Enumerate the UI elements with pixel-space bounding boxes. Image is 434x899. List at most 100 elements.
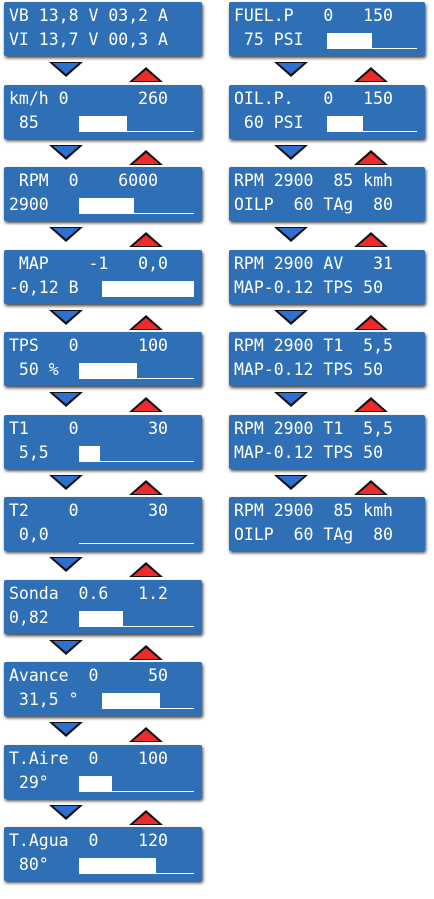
panel-line-2: MAP-0.12 TPS 50 — [234, 277, 384, 297]
level-bar-fill — [79, 775, 113, 791]
panel-line-1: T.Aire 0 100 — [9, 748, 168, 768]
scroll-down-icon[interactable] — [274, 392, 308, 407]
panel-line-2: MAP-0.12 TPS 50 — [234, 360, 384, 379]
panel-combo-1: RPM 2900 85 kmh OILP 60 TAg 80 — [229, 167, 425, 221]
panel-line-2: 60 PSI — [234, 112, 304, 132]
panel-line-1: RPM 2900 T1 5,5 — [234, 336, 393, 355]
panel-combo-3: RPM 2900 T1 5,5 MAP-0.12 TPS 50 — [229, 332, 425, 386]
panel-line-1: T.Agua 0 120 — [9, 831, 168, 850]
panel-line-2: 75 PSI — [234, 30, 304, 49]
level-bar-fill — [79, 198, 135, 213]
scroll-down-icon[interactable] — [49, 392, 83, 407]
panel-line-2: 29° — [9, 772, 49, 792]
panel-rpm: RPM 0 6000 2900 — [4, 167, 202, 221]
panel-line-2: 5,5 — [9, 442, 49, 462]
panel-t-agua: T.Agua 0 120 80° — [4, 827, 202, 881]
panel-t-aire: T.Aire 0 100 29° — [4, 744, 202, 799]
level-bar — [79, 610, 194, 627]
scroll-up-icon[interactable] — [354, 67, 388, 82]
scroll-up-icon[interactable] — [129, 149, 163, 165]
panel-line-2: 0,82 — [9, 607, 49, 627]
panel-combo-4: RPM 2900 T1 5,5 MAP-0.12 TPS 50 — [229, 414, 425, 469]
panel-line-1: FUEL.P 0 150 — [234, 6, 393, 25]
scroll-up-icon[interactable] — [354, 314, 388, 330]
level-bar — [79, 858, 194, 874]
panel-line-2: 85 — [9, 112, 39, 132]
scroll-up-icon[interactable] — [129, 397, 163, 412]
panel-line-1: MAP -1 0,0 — [9, 253, 168, 273]
scroll-down-icon[interactable] — [274, 309, 308, 325]
panel-fuel-pressure: FUEL.P 0 150 75 PSI — [229, 2, 425, 56]
panel-oil-pressure: OIL.P. 0 150 60 PSI — [229, 84, 425, 139]
level-bar-fill — [327, 33, 372, 48]
level-bar-fill — [79, 445, 100, 461]
scroll-down-icon[interactable] — [49, 62, 83, 77]
scroll-up-icon[interactable] — [129, 809, 163, 825]
level-bar-fill — [102, 693, 160, 708]
scroll-down-icon[interactable] — [49, 309, 83, 325]
panel-line-2: OILP 60 TAg 80 — [234, 525, 393, 544]
panel-line-2: 2900 — [9, 195, 49, 214]
level-bar-fill — [102, 280, 194, 296]
panel-combo-2: RPM 2900 AV 31 MAP-0.12 TPS 50 — [229, 249, 425, 304]
panel-line-1: Avance 0 50 — [9, 666, 168, 685]
scroll-down-icon[interactable] — [49, 144, 83, 160]
scroll-down-icon[interactable] — [274, 474, 308, 490]
scroll-down-icon[interactable] — [274, 144, 308, 160]
panel-line-1: Sonda 0.6 1.2 — [9, 583, 168, 603]
panel-tps: TPS 0 100 50 % — [4, 332, 202, 386]
level-bar-fill — [79, 115, 128, 131]
panel-line-1: RPM 2900 85 kmh — [234, 501, 393, 520]
panel-map: MAP -1 0,0 -0,12 B — [4, 249, 202, 304]
panel-sonda: Sonda 0.6 1.2 0,82 — [4, 579, 202, 634]
panel-avance: Avance 0 50 31,5 ° — [4, 662, 202, 716]
panel-line-1: VB 13,8 V 03,2 A — [9, 6, 168, 25]
scroll-down-icon[interactable] — [49, 227, 83, 242]
panel-voltage: VB 13,8 V 03,2 A VI 13,7 V 00,3 A — [4, 2, 202, 56]
panel-line-2: MAP-0.12 TPS 50 — [234, 442, 384, 462]
scroll-down-icon[interactable] — [49, 804, 83, 820]
level-bar-fill — [79, 363, 137, 378]
scroll-up-icon[interactable] — [129, 727, 163, 742]
scroll-up-icon[interactable] — [129, 67, 163, 82]
panel-line-2: OILP 60 TAg 80 — [234, 195, 393, 214]
level-bar — [102, 693, 194, 709]
panel-t2: T2 0 30 0,0 — [4, 497, 202, 551]
panel-line-2: 80° — [9, 855, 49, 874]
scroll-up-icon[interactable] — [129, 314, 163, 330]
level-bar — [327, 33, 417, 49]
panel-line-1: RPM 2900 AV 31 — [234, 253, 393, 273]
level-bar-fill — [79, 610, 123, 626]
scroll-down-icon[interactable] — [49, 722, 83, 737]
panel-speed: km/h 0 260 85 — [4, 84, 202, 139]
panel-line-2: VI 13,7 V 00,3 A — [9, 30, 168, 49]
scroll-up-icon[interactable] — [129, 479, 163, 495]
scroll-down-icon[interactable] — [274, 227, 308, 242]
scroll-down-icon[interactable] — [49, 474, 83, 490]
level-bar — [79, 445, 194, 462]
level-bar-fill — [79, 858, 157, 873]
scroll-up-icon[interactable] — [129, 562, 163, 577]
level-bar — [79, 528, 194, 544]
panel-line-1: km/h 0 260 — [9, 88, 168, 108]
scroll-up-icon[interactable] — [354, 479, 388, 495]
level-bar — [102, 280, 194, 297]
scroll-up-icon[interactable] — [354, 232, 388, 247]
panel-line-2: 50 % — [9, 360, 59, 379]
level-bar-fill — [327, 115, 363, 131]
level-bar — [327, 115, 417, 132]
scroll-down-icon[interactable] — [49, 557, 83, 572]
panel-line-2: 0,0 — [9, 525, 49, 544]
scroll-down-icon[interactable] — [274, 62, 308, 77]
scroll-up-icon[interactable] — [129, 644, 163, 660]
panel-t1: T1 0 30 5,5 — [4, 414, 202, 469]
panel-line-1: RPM 2900 85 kmh — [234, 171, 393, 190]
panel-line-1: RPM 2900 T1 5,5 — [234, 418, 393, 438]
panel-line-2: 31,5 ° — [9, 690, 79, 709]
scroll-up-icon[interactable] — [354, 149, 388, 165]
scroll-up-icon[interactable] — [129, 232, 163, 247]
scroll-down-icon[interactable] — [49, 639, 83, 655]
level-bar — [79, 115, 194, 132]
scroll-up-icon[interactable] — [354, 397, 388, 412]
level-bar — [79, 775, 194, 792]
